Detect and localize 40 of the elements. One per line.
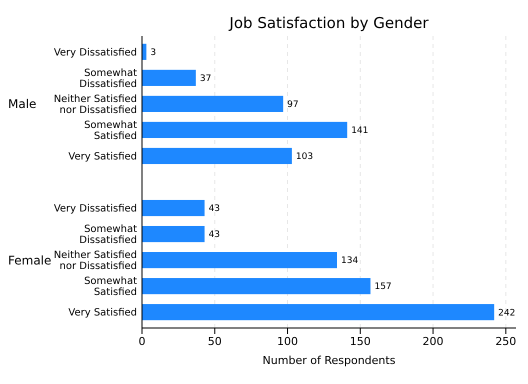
x-axis-title: Number of Respondents bbox=[262, 354, 396, 367]
bar bbox=[142, 252, 338, 268]
bar bbox=[142, 226, 205, 242]
bar bbox=[142, 278, 370, 294]
chart-title: Job Satisfaction by Gender bbox=[228, 14, 430, 32]
data-label: 43 bbox=[208, 230, 220, 240]
data-label: 242 bbox=[498, 308, 516, 318]
bar bbox=[142, 70, 196, 86]
y-tick-label: Very Satisfied bbox=[68, 308, 137, 319]
bar bbox=[142, 148, 292, 164]
data-label: 141 bbox=[351, 126, 368, 136]
x-tick-label: 100 bbox=[277, 334, 298, 348]
y-tick-label: Somewhat Satisfied bbox=[84, 276, 138, 298]
bar bbox=[142, 96, 284, 112]
bar bbox=[142, 304, 494, 320]
y-tick-label: Somewhat Dissatisfied bbox=[79, 224, 138, 246]
data-label: 103 bbox=[296, 152, 314, 162]
x-tick-label: 0 bbox=[138, 334, 146, 348]
data-label: 43 bbox=[208, 204, 220, 214]
text: Female bbox=[8, 253, 52, 268]
y-tick-label: Very Dissatisfied bbox=[54, 204, 137, 215]
data-label: 3 bbox=[150, 48, 156, 58]
y-tick-label: Somewhat Dissatisfied bbox=[79, 68, 138, 90]
y-tick-label: Very Satisfied bbox=[68, 151, 137, 162]
y-tick-label: Neither Satisfied nor Dissatisfied bbox=[54, 250, 137, 272]
y-tick-label: Somewhat Satisfied bbox=[84, 120, 138, 142]
bar bbox=[142, 200, 205, 216]
data-label: 37 bbox=[200, 74, 212, 84]
x-tick-label: 200 bbox=[422, 334, 444, 348]
text: Male bbox=[8, 97, 36, 112]
data-label: 97 bbox=[287, 100, 299, 110]
bar bbox=[142, 122, 348, 138]
x-tick-label: 50 bbox=[208, 334, 222, 348]
bar bbox=[142, 44, 146, 60]
x-tick-label: 250 bbox=[495, 334, 516, 348]
x-tick-label: 150 bbox=[350, 334, 371, 348]
data-label: 157 bbox=[374, 282, 392, 292]
data-label: 134 bbox=[341, 256, 358, 266]
y-tick-label: Neither Satisfied nor Dissatisfied bbox=[54, 94, 137, 116]
y-tick-label: Very Dissatisfied bbox=[54, 47, 137, 58]
